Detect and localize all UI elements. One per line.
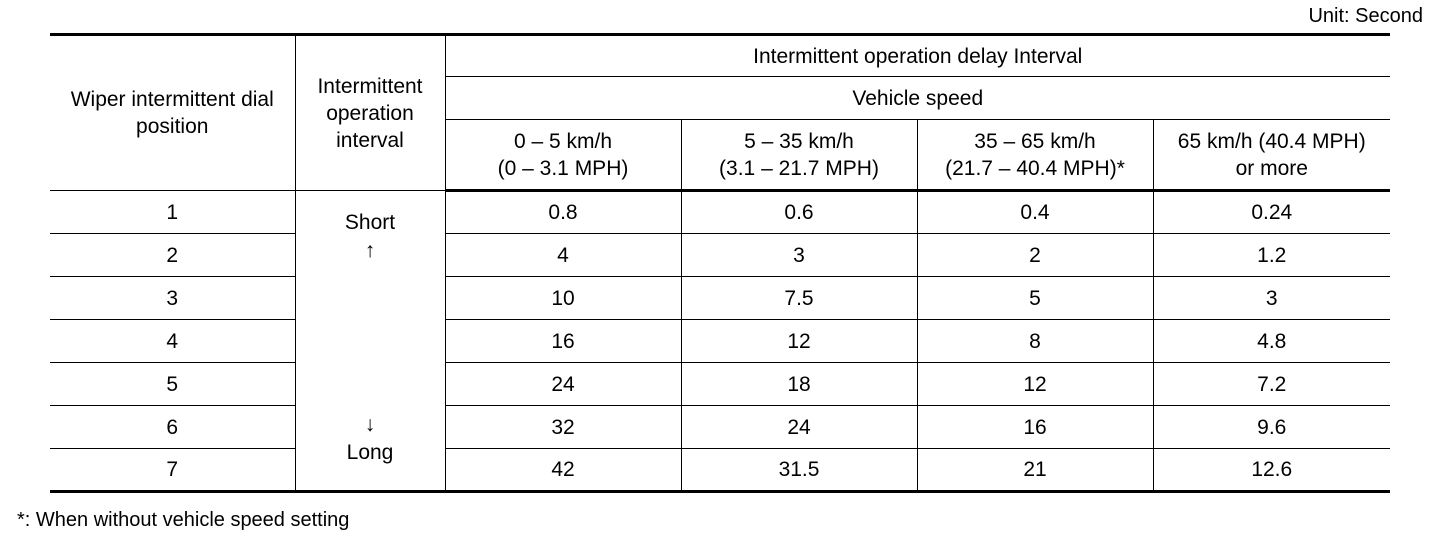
header-delay-interval: Intermittent operation delay Interval (444, 33, 1390, 77)
value-cell: 8 (916, 319, 1154, 363)
value-cell: 3 (1152, 276, 1390, 320)
speed-range-line2: (0 – 3.1 MPH) (497, 156, 629, 180)
table-row: 1 Short ↑ ↓ Long 0.8 0.6 0.4 0.24 (50, 190, 1390, 493)
value-cell: 4 (444, 233, 682, 277)
dial-position-cell: 7 (50, 448, 296, 493)
value-cell: 4.8 (1152, 319, 1390, 363)
dial-position-cell: 4 (50, 319, 296, 363)
header-speed-range: 5 – 35 km/h (3.1 – 21.7 MPH) (680, 119, 918, 192)
value-cell: 21 (916, 448, 1154, 493)
speed-range-line2: (21.7 – 40.4 MPH)* (945, 156, 1125, 180)
header-dial-position: Wiper intermittent dial position (50, 33, 296, 191)
table-row: 6 32 24 16 9.6 (50, 405, 1390, 449)
value-cell: 3 (680, 233, 918, 277)
value-cell: 0.8 (444, 190, 682, 234)
unit-note: Unit: Second (1308, 5, 1423, 27)
value-cell: 5 (916, 276, 1154, 320)
value-cell: 16 (916, 405, 1154, 449)
table-row: 2 4 3 2 1.2 (50, 233, 1390, 277)
value-cell: 9.6 (1152, 405, 1390, 449)
value-cell: 16 (444, 319, 682, 363)
speed-range-line1: 5 – 35 km/h (744, 129, 854, 153)
wiper-interval-table: Wiper intermittent dial position Intermi… (50, 33, 1390, 493)
speed-range-line1: 35 – 65 km/h (974, 129, 1096, 153)
speed-range-line2: or more (1235, 156, 1308, 180)
value-cell: 0.6 (680, 190, 918, 234)
interval-long-label: Long (346, 441, 394, 464)
dial-position-cell: 6 (50, 405, 296, 449)
value-cell: 10 (444, 276, 682, 320)
value-cell: 0.4 (916, 190, 1154, 234)
value-cell: 7.2 (1152, 362, 1390, 406)
header-speed-range: 35 – 65 km/h (21.7 – 40.4 MPH)* (916, 119, 1154, 192)
value-cell: 24 (680, 405, 918, 449)
header-speed-range: 65 km/h (40.4 MPH) or more (1152, 119, 1390, 192)
interval-short-label: Short (344, 211, 396, 234)
value-cell: 12 (680, 319, 918, 363)
value-cell: 31.5 (680, 448, 918, 493)
arrow-down-icon: ↓ (364, 413, 376, 436)
value-cell: 2 (916, 233, 1154, 277)
speed-range-line1: 0 – 5 km/h (513, 129, 613, 153)
header-interval: Intermittent operation interval (294, 33, 446, 191)
table-row: 5 24 18 12 7.2 (50, 362, 1390, 406)
value-cell: 12.6 (1152, 448, 1390, 493)
header-speed-range: 0 – 5 km/h (0 – 3.1 MPH) (444, 119, 682, 192)
header-vehicle-speed: Vehicle speed (444, 76, 1390, 120)
table-row: 4 16 12 8 4.8 (50, 319, 1390, 363)
dial-position-cell: 2 (50, 233, 296, 277)
dial-position-cell: 5 (50, 362, 296, 406)
footnote: *: When without vehicle speed setting (17, 509, 350, 531)
table-row: 7 42 31.5 21 12.6 (50, 448, 1390, 493)
dial-position-cell: 1 (50, 190, 296, 234)
value-cell: 1.2 (1152, 233, 1390, 277)
dial-position-cell: 3 (50, 276, 296, 320)
arrow-up-icon: ↑ (364, 239, 376, 262)
speed-range-line1: 65 km/h (40.4 MPH) (1177, 129, 1366, 153)
value-cell: 0.24 (1152, 190, 1390, 234)
value-cell: 7.5 (680, 276, 918, 320)
value-cell: 42 (444, 448, 682, 493)
value-cell: 32 (444, 405, 682, 449)
value-cell: 12 (916, 362, 1154, 406)
speed-range-line2: (3.1 – 21.7 MPH) (719, 156, 879, 180)
value-cell: 18 (680, 362, 918, 406)
value-cell: 24 (444, 362, 682, 406)
table-row: 3 10 7.5 5 3 (50, 276, 1390, 320)
interval-cell: Short ↑ ↓ Long (294, 190, 446, 493)
